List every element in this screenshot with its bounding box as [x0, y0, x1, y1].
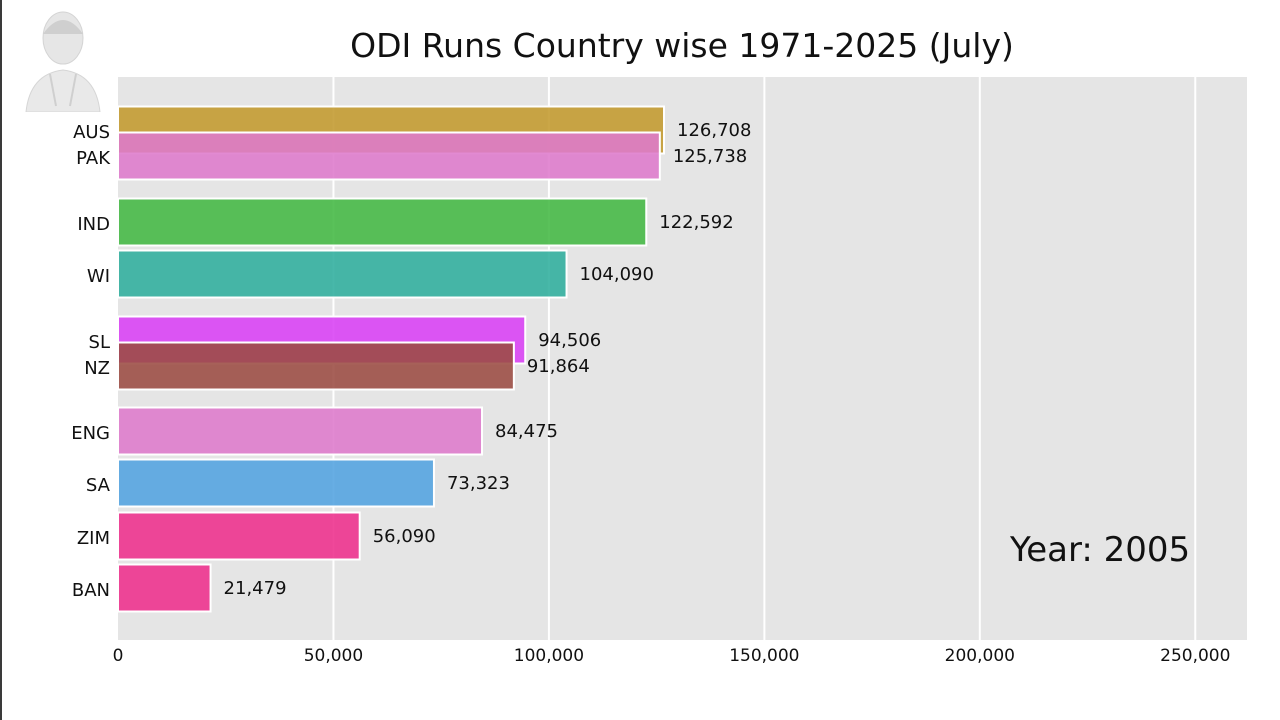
value-label: 73,323: [447, 473, 510, 494]
value-label: 84,475: [495, 421, 558, 442]
category-label: SL: [89, 332, 110, 353]
bar-sa: [117, 458, 435, 508]
x-tick-label: 100,000: [514, 646, 584, 666]
category-label: AUS: [73, 122, 110, 143]
x-tick-label: 250,000: [1160, 646, 1230, 666]
category-label: SA: [86, 475, 111, 496]
value-label: 56,090: [373, 526, 436, 547]
value-label: 126,708: [677, 120, 751, 141]
value-label: 94,506: [538, 330, 601, 351]
bar-ind: [117, 197, 648, 247]
channel-avatar-logo: [16, 4, 106, 112]
chart-title: ODI Runs Country wise 1971-2025 (July): [350, 26, 1014, 65]
value-label: 125,738: [673, 146, 747, 167]
bar-eng: [117, 406, 484, 456]
category-label: WI: [87, 266, 110, 287]
x-tick-label: 200,000: [945, 646, 1015, 666]
category-label: ENG: [71, 423, 110, 444]
value-label: 122,592: [659, 212, 733, 233]
category-label: PAK: [76, 148, 111, 169]
value-label: 21,479: [224, 578, 287, 599]
bar-zim: [117, 511, 361, 561]
category-label: ZIM: [77, 528, 110, 549]
bar-nz: [117, 341, 515, 391]
x-tick-label: 0: [113, 646, 124, 666]
bar-ban: [117, 563, 212, 613]
x-tick-label: 150,000: [729, 646, 799, 666]
value-label: 104,090: [580, 264, 654, 285]
category-label: NZ: [84, 358, 110, 379]
frame-border: [0, 0, 2, 720]
year-annotation: Year: 2005: [1010, 530, 1191, 570]
bar-wi: [117, 249, 568, 299]
value-label: 91,864: [527, 356, 590, 377]
x-tick-label: 50,000: [304, 646, 363, 666]
category-label: IND: [77, 214, 110, 235]
bar-pak: [117, 131, 661, 181]
category-label: BAN: [72, 580, 110, 601]
